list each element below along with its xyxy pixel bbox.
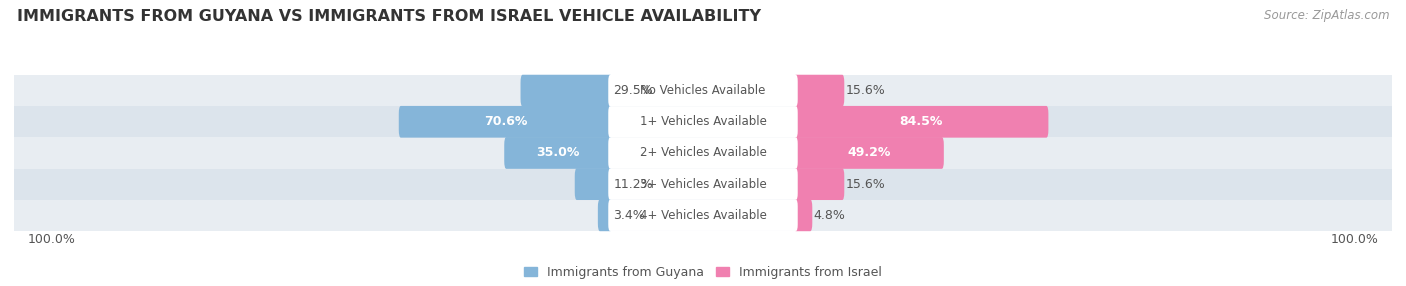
FancyBboxPatch shape <box>609 200 797 231</box>
FancyBboxPatch shape <box>520 75 612 106</box>
Text: 4.8%: 4.8% <box>814 209 845 222</box>
FancyBboxPatch shape <box>794 168 844 200</box>
FancyBboxPatch shape <box>399 106 612 138</box>
FancyBboxPatch shape <box>794 75 844 106</box>
Text: 100.0%: 100.0% <box>1330 233 1378 246</box>
Text: No Vehicles Available: No Vehicles Available <box>640 84 766 97</box>
Text: 100.0%: 100.0% <box>28 233 76 246</box>
FancyBboxPatch shape <box>14 106 1392 137</box>
FancyBboxPatch shape <box>609 168 797 200</box>
Text: Source: ZipAtlas.com: Source: ZipAtlas.com <box>1264 9 1389 21</box>
Text: 70.6%: 70.6% <box>484 115 527 128</box>
FancyBboxPatch shape <box>14 168 1392 200</box>
Text: 3.4%: 3.4% <box>613 209 645 222</box>
Text: 15.6%: 15.6% <box>845 178 886 191</box>
FancyBboxPatch shape <box>609 106 797 137</box>
Text: 15.6%: 15.6% <box>845 84 886 97</box>
FancyBboxPatch shape <box>14 75 1392 106</box>
Text: 49.2%: 49.2% <box>848 146 890 160</box>
Text: 4+ Vehicles Available: 4+ Vehicles Available <box>640 209 766 222</box>
FancyBboxPatch shape <box>794 137 943 169</box>
FancyBboxPatch shape <box>598 200 612 231</box>
Text: 35.0%: 35.0% <box>537 146 579 160</box>
FancyBboxPatch shape <box>609 137 797 168</box>
Legend: Immigrants from Guyana, Immigrants from Israel: Immigrants from Guyana, Immigrants from … <box>524 266 882 279</box>
FancyBboxPatch shape <box>14 200 1392 231</box>
FancyBboxPatch shape <box>794 200 813 231</box>
Text: 84.5%: 84.5% <box>900 115 943 128</box>
FancyBboxPatch shape <box>794 106 1049 138</box>
Text: 3+ Vehicles Available: 3+ Vehicles Available <box>640 178 766 191</box>
FancyBboxPatch shape <box>14 137 1392 168</box>
Text: IMMIGRANTS FROM GUYANA VS IMMIGRANTS FROM ISRAEL VEHICLE AVAILABILITY: IMMIGRANTS FROM GUYANA VS IMMIGRANTS FRO… <box>17 9 761 23</box>
FancyBboxPatch shape <box>505 137 612 169</box>
Text: 29.5%: 29.5% <box>613 84 654 97</box>
Text: 11.2%: 11.2% <box>613 178 652 191</box>
Text: 1+ Vehicles Available: 1+ Vehicles Available <box>640 115 766 128</box>
FancyBboxPatch shape <box>575 168 612 200</box>
FancyBboxPatch shape <box>609 75 797 106</box>
Text: 2+ Vehicles Available: 2+ Vehicles Available <box>640 146 766 160</box>
